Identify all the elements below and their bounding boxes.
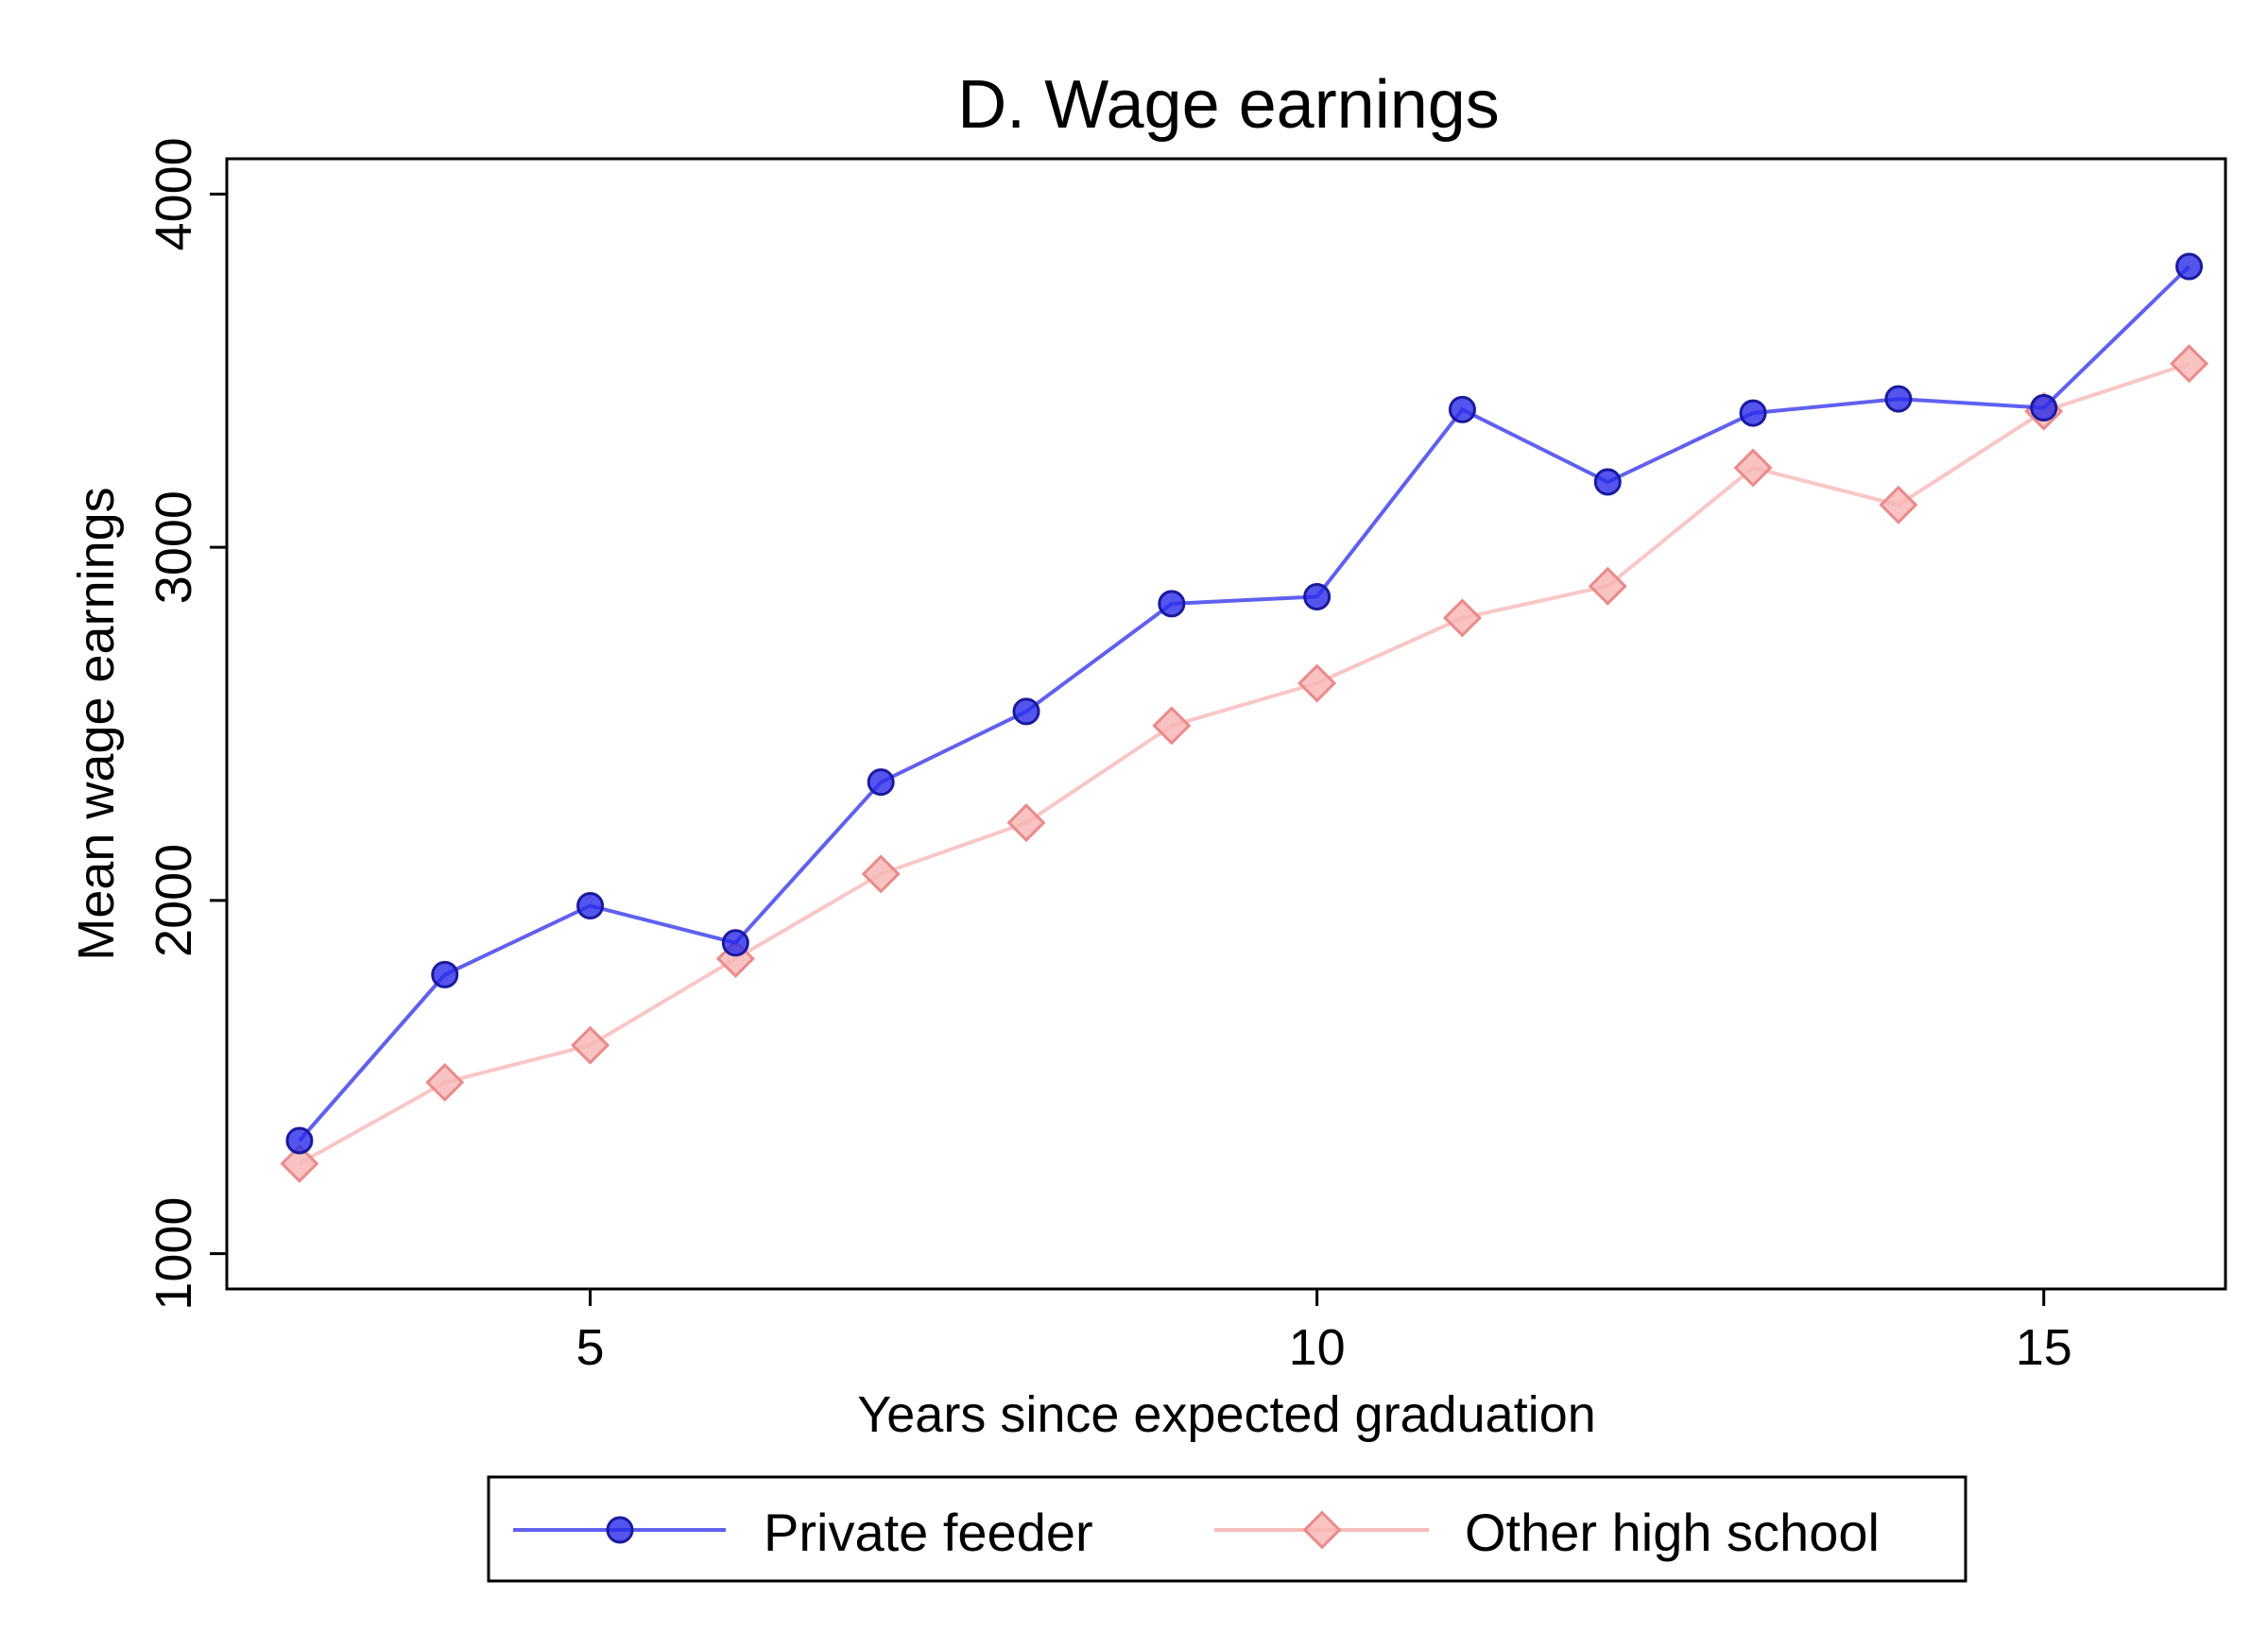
series-line-private-feeder	[298, 265, 2191, 1142]
data-point-private-feeder	[1739, 399, 1767, 427]
data-point-private-feeder	[721, 929, 749, 957]
data-point-other-high-school	[280, 1143, 319, 1183]
x-axis: 5 10 15	[576, 1289, 2072, 1376]
x-tick-label: 10	[1289, 1319, 1346, 1376]
data-point-other-high-school	[1733, 448, 1773, 488]
series-private-feeder	[285, 252, 2204, 1155]
chart-title: D. Wage earnings	[957, 67, 1500, 143]
data-point-other-high-school	[1879, 485, 1918, 524]
y-axis-label: Mean wage earnings	[68, 487, 125, 960]
data-point-private-feeder	[867, 768, 895, 797]
data-point-other-high-school	[571, 1025, 610, 1065]
data-point-private-feeder	[1448, 395, 1476, 423]
data-point-other-high-school	[1006, 803, 1046, 843]
legend: Private feeder Other high school	[487, 1475, 1967, 1583]
data-point-other-high-school	[1297, 663, 1337, 703]
data-point-private-feeder	[1303, 582, 1332, 610]
data-point-private-feeder	[1884, 385, 1913, 413]
data-point-private-feeder	[2030, 393, 2058, 421]
x-axis-label: Years since expected graduation	[857, 1386, 1596, 1443]
data-point-other-high-school	[1442, 598, 1482, 638]
series-layer	[280, 252, 2209, 1183]
y-tick-label: 2000	[146, 844, 202, 957]
legend-frame	[487, 1475, 1967, 1583]
data-point-private-feeder	[576, 891, 605, 919]
y-tick-label: 1000	[146, 1197, 202, 1311]
data-point-private-feeder	[1158, 590, 1186, 618]
data-point-other-high-school	[1152, 706, 1192, 746]
y-tick-label: 3000	[146, 490, 202, 604]
legend-label-other-high-school: Other high school	[1465, 1503, 1880, 1562]
data-point-other-high-school	[425, 1062, 465, 1102]
series-other-high-school	[280, 344, 2209, 1183]
data-point-other-high-school	[2170, 344, 2209, 384]
data-point-other-high-school	[1588, 566, 1627, 606]
data-point-private-feeder	[2175, 252, 2204, 281]
x-tick-label: 5	[576, 1319, 605, 1376]
y-axis: 1000 2000 3000 4000	[146, 137, 229, 1311]
legend-marker-private-feeder	[606, 1516, 634, 1544]
data-point-private-feeder	[1593, 468, 1622, 496]
data-point-private-feeder	[285, 1126, 314, 1155]
data-point-private-feeder	[1012, 697, 1040, 726]
data-point-other-high-school	[861, 854, 901, 894]
legend-marker-other-high-school	[1302, 1510, 1342, 1550]
series-line-other-high-school	[298, 361, 2191, 1166]
x-tick-label: 15	[2016, 1319, 2072, 1376]
legend-label-private-feeder: Private feeder	[764, 1503, 1093, 1562]
y-tick-label: 4000	[146, 137, 202, 250]
data-point-private-feeder	[431, 960, 459, 988]
